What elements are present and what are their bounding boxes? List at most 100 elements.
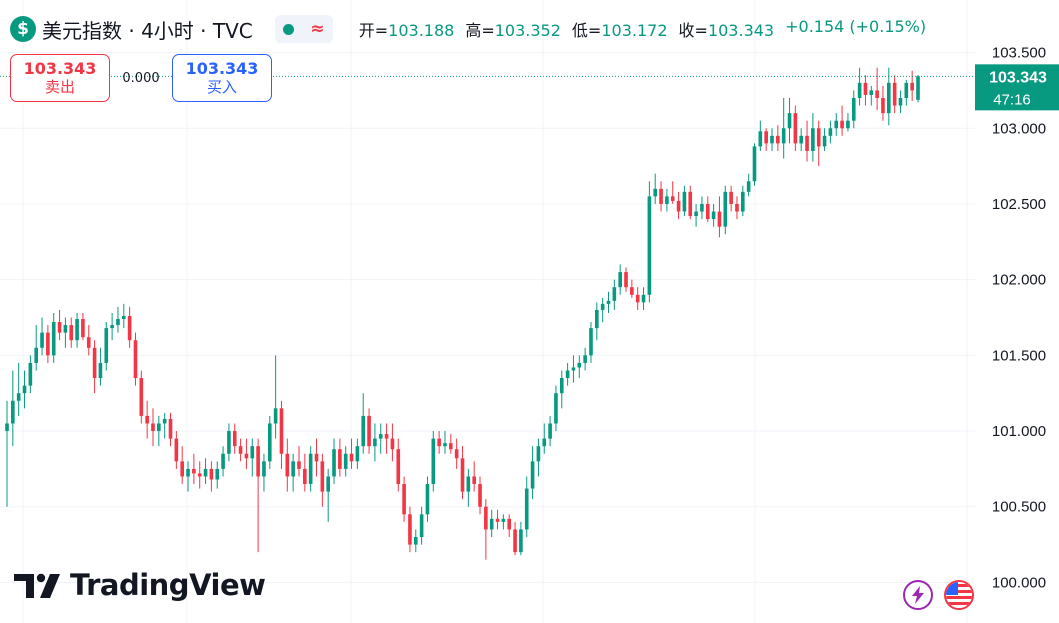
candle-body <box>227 431 231 454</box>
candle <box>746 173 751 197</box>
candle-body <box>647 196 652 295</box>
candle-body <box>127 315 132 341</box>
us-flag-icon[interactable] <box>944 580 974 610</box>
candle-body <box>186 468 190 477</box>
candle-body <box>688 191 693 217</box>
candle-body <box>624 272 628 288</box>
candle-body <box>571 367 576 371</box>
candle-body <box>256 446 260 477</box>
candle <box>133 332 138 386</box>
candle-body <box>437 438 441 447</box>
candle-body <box>781 128 786 144</box>
candle-body <box>758 131 763 147</box>
candle <box>524 476 529 538</box>
candle-body <box>81 319 85 338</box>
candle-body <box>22 385 27 394</box>
candle <box>320 453 325 507</box>
candle-body <box>700 203 704 212</box>
candle-body <box>361 415 366 447</box>
candle <box>285 438 290 492</box>
last-price-label-bg <box>975 64 1059 111</box>
candle-body <box>419 514 424 538</box>
candle <box>577 355 582 379</box>
candle <box>764 128 768 151</box>
candle <box>910 70 914 102</box>
lightning-icon[interactable] <box>903 580 933 610</box>
candle-body <box>192 468 196 474</box>
candle-body <box>303 468 307 485</box>
candle-body <box>524 488 529 530</box>
symbol-title[interactable]: 美元指数 · 4小时 · TVC <box>42 18 253 43</box>
candle <box>536 438 541 477</box>
candle <box>495 509 500 530</box>
candle-body <box>460 458 465 492</box>
candle-body <box>875 90 879 98</box>
candle-body <box>863 82 868 95</box>
candle-body <box>332 449 336 477</box>
candle <box>700 196 704 220</box>
ohlc-open: 开=103.188 <box>358 21 455 40</box>
candle-body <box>121 315 126 320</box>
y-tick-label: 100.000 <box>992 574 1046 591</box>
candle <box>811 113 815 162</box>
candle <box>308 446 313 492</box>
candle-body <box>507 518 512 530</box>
candle-body <box>740 191 745 212</box>
sell-button[interactable]: 103.343 卖出 <box>10 54 110 102</box>
candle <box>583 347 587 371</box>
candle <box>846 113 850 132</box>
candle <box>98 347 103 386</box>
candle <box>34 325 39 371</box>
candle-body <box>244 453 249 459</box>
candle-body <box>606 300 611 304</box>
candle-body <box>595 309 599 329</box>
candle-body <box>203 468 208 477</box>
candle-body <box>776 135 780 144</box>
status-pill[interactable]: ≈ <box>274 15 333 43</box>
candle-body <box>478 484 482 507</box>
candle-body <box>840 120 844 129</box>
candle <box>279 400 284 469</box>
candle <box>501 514 506 530</box>
candle <box>408 506 412 553</box>
candle <box>262 453 266 492</box>
candle <box>916 74 920 103</box>
candle-body <box>729 191 733 204</box>
candle-body <box>764 131 768 144</box>
candle <box>297 446 301 477</box>
candle <box>46 325 50 363</box>
candle-body <box>816 128 821 147</box>
candles <box>5 67 920 560</box>
candle-body <box>717 211 722 227</box>
price-axis[interactable]: 103.500 103.000 102.500 102.000 101.500 101.0… <box>992 45 1046 592</box>
candle <box>5 400 9 507</box>
buy-button[interactable]: 103.343 买入 <box>172 54 272 102</box>
candle-body <box>5 423 9 432</box>
candle-body <box>168 418 173 439</box>
candle <box>676 191 681 220</box>
candle <box>530 446 535 500</box>
candle-body <box>116 319 120 326</box>
candle <box>659 181 663 212</box>
last-price-label: 103.343 47:16 <box>975 64 1059 111</box>
y-tick-label: 103.500 <box>992 45 1046 62</box>
candle <box>16 362 21 416</box>
candle <box>735 196 739 220</box>
candle <box>816 120 821 167</box>
candle <box>303 453 307 492</box>
brand-name: TradingView <box>70 568 266 602</box>
candle <box>612 279 617 310</box>
candle <box>799 128 804 151</box>
candle-body <box>916 76 920 100</box>
tradingview-logo[interactable]: TradingView <box>14 568 266 602</box>
candle <box>805 120 809 162</box>
candle <box>776 125 780 151</box>
candle <box>519 521 523 556</box>
candle-body <box>542 438 547 447</box>
candle-body <box>232 431 237 447</box>
candle-body <box>641 294 646 303</box>
candle <box>162 412 167 439</box>
candle <box>413 529 418 553</box>
candle-body <box>892 82 897 106</box>
